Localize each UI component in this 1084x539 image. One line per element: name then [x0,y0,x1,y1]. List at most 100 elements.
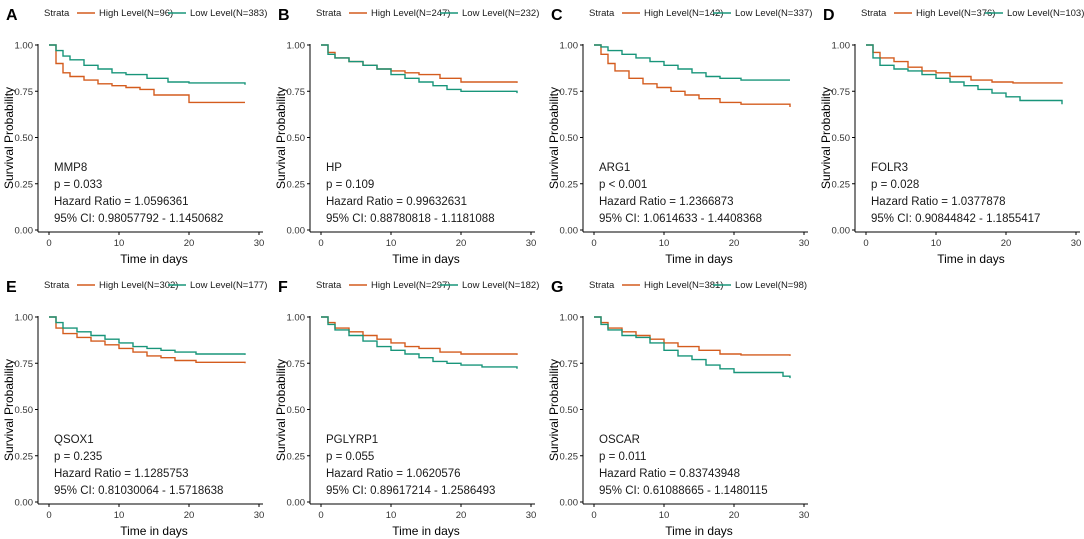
x-tick-label: 0 [318,238,323,249]
hazard-ratio: Hazard Ratio = 0.99632631 [326,196,467,208]
x-axis-title: Time in days [120,252,188,266]
y-axis-title: Survival Probability [2,87,16,189]
x-tick-label: 30 [526,510,537,521]
y-tick-label: 0.50 [560,405,579,416]
curve-high-level [49,44,245,104]
legend: Strata High Level(N=297) Low Level(N=182) [316,280,539,291]
x-tick-label: 0 [46,510,51,521]
legend-label-low: Low Level(N=98) [735,280,807,291]
y-tick-label: 0.00 [560,226,579,237]
y-tick-label: 0.50 [15,405,34,416]
p-value: p = 0.235 [54,451,102,463]
y-axis-title: Survival Probability [819,87,833,189]
y-tick-label: 0.00 [15,498,34,509]
legend-label-high: High Level(N=302) [99,280,178,291]
curve-low-level [594,316,791,379]
panel-letter: G [551,279,563,296]
y-tick-label: 0.00 [287,498,306,509]
legend-label-low: Low Level(N=182) [462,280,539,291]
y-tick-label: 0.75 [832,87,851,98]
hazard-ratio: Hazard Ratio = 1.1285753 [54,468,189,480]
y-tick-label: 1.00 [287,313,306,324]
curve-low-level [594,44,790,81]
p-value: p = 0.055 [326,451,374,463]
x-tick-label: 30 [1071,238,1082,249]
y-tick-label: 0.75 [15,359,34,370]
x-tick-label: 10 [386,510,397,521]
panel-letter: A [6,7,18,24]
x-axis-title: Time in days [937,252,1005,266]
legend-title: Strata [44,8,70,19]
x-axis-title: Time in days [392,524,460,538]
legend: Strata High Level(N=96) Low Level(N=383) [44,8,267,19]
x-tick-label: 30 [799,238,810,249]
x-tick-label: 30 [526,238,537,249]
curve-high-level [594,44,791,107]
legend: Strata High Level(N=142) Low Level(N=337) [589,8,812,19]
x-tick-label: 10 [931,238,942,249]
hazard-ratio: Hazard Ratio = 0.83743948 [599,468,740,480]
y-tick-label: 1.00 [560,41,579,52]
panel-d: D Strata High Level(N=376) Low Level(N=103)… [819,7,1084,266]
panel-a: A Strata High Level(N=96) Low Level(N=383) 0… [2,7,267,266]
hazard-ratio: Hazard Ratio = 1.2366873 [599,196,734,208]
curve-low-level [866,44,1063,105]
x-tick-label: 30 [254,238,265,249]
legend-label-low: Low Level(N=103) [1007,8,1084,19]
panel-letter: F [278,279,288,296]
y-axis-title: Survival Probability [547,87,561,189]
x-tick-label: 0 [591,238,596,249]
p-value: p = 0.033 [54,179,102,191]
y-tick-label: 0.25 [560,451,579,462]
panel-b: B Strata High Level(N=247) Low Level(N=232)… [274,7,539,266]
legend-label-high: High Level(N=381) [644,280,723,291]
legend-label-low: Low Level(N=383) [190,8,267,19]
y-tick-label: 0.75 [560,87,579,98]
x-axis-title: Time in days [665,524,733,538]
x-tick-label: 0 [863,238,868,249]
x-tick-label: 20 [184,510,195,521]
x-tick-label: 20 [184,238,195,249]
x-tick-label: 20 [729,510,740,521]
y-tick-label: 0.25 [832,179,851,190]
y-axis-title: Survival Probability [547,359,561,461]
gene-name: ARG1 [599,162,630,174]
confidence-interval: 95% CI: 1.0614633 - 1.4408368 [599,213,762,225]
y-tick-label: 0.50 [15,133,34,144]
legend-label-high: High Level(N=96) [99,8,173,19]
p-value: p = 0.109 [326,179,374,191]
curve-low-level [49,316,246,355]
curve-high-level [49,316,246,364]
y-axis-title: Survival Probability [2,359,16,461]
y-tick-label: 0.25 [287,451,306,462]
legend-title: Strata [589,280,615,291]
x-tick-label: 0 [591,510,596,521]
panel-letter: D [823,7,835,24]
legend-label-high: High Level(N=142) [644,8,723,19]
curve-low-level [321,316,518,369]
y-tick-label: 0.25 [15,451,34,462]
legend-title: Strata [589,8,615,19]
curve-high-level [594,316,791,356]
curve-low-level [49,44,246,85]
hazard-ratio: Hazard Ratio = 1.0377878 [871,196,1006,208]
x-tick-label: 10 [114,510,125,521]
gene-name: MMP8 [54,162,87,174]
x-tick-label: 10 [659,238,670,249]
y-tick-label: 0.75 [287,87,306,98]
legend-label-high: High Level(N=376) [916,8,995,19]
panel-e: E Strata High Level(N=302) Low Level(N=177)… [2,279,267,538]
y-tick-label: 0.50 [560,133,579,144]
x-tick-label: 30 [254,510,265,521]
legend-title: Strata [316,8,342,19]
legend: Strata High Level(N=376) Low Level(N=103) [861,8,1084,19]
y-tick-label: 1.00 [15,313,34,324]
curve-high-level [321,44,518,83]
gene-name: OSCAR [599,434,640,446]
p-value: p = 0.028 [871,179,919,191]
x-tick-label: 10 [659,510,670,521]
y-tick-label: 0.50 [832,133,851,144]
y-tick-label: 0.25 [560,179,579,190]
legend: Strata High Level(N=247) Low Level(N=232) [316,8,539,19]
